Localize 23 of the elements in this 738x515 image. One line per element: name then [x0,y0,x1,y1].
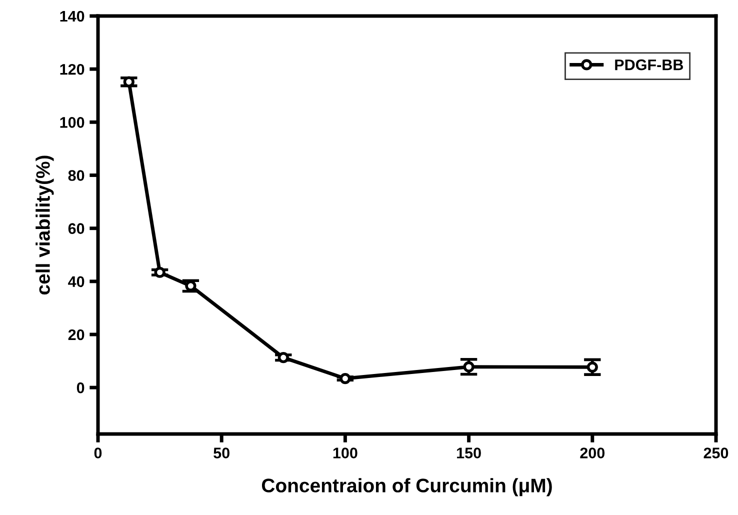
x-tick-label: 200 [580,448,605,458]
y-tick-label: 40 [68,276,84,288]
y-tick-label: 60 [68,223,84,234]
y-tick-label: 120 [60,64,84,75]
point [463,361,474,372]
y-axis-title: cell viability(%) [36,156,54,294]
y-tick-label: 80 [68,170,84,181]
x-tick-label: 50 [214,448,230,458]
point [154,266,166,278]
x-tick-label: 150 [457,448,481,458]
legend-label: PDGF-BB [615,59,684,70]
y-tick-label: 0 [76,382,84,394]
point [586,362,598,373]
point [123,76,134,88]
y-tick-label: 20 [68,329,84,340]
y-tick-label: 140 [60,10,84,22]
point [278,352,289,364]
x-tick-label: 250 [704,448,728,458]
x-tick-label: 0 [94,448,102,458]
x-tick-label: 100 [333,448,358,458]
y-tick-label: 100 [60,117,84,128]
point [340,372,351,384]
x-axis-title: Concentraion of Curcumin (μM) [262,478,552,496]
